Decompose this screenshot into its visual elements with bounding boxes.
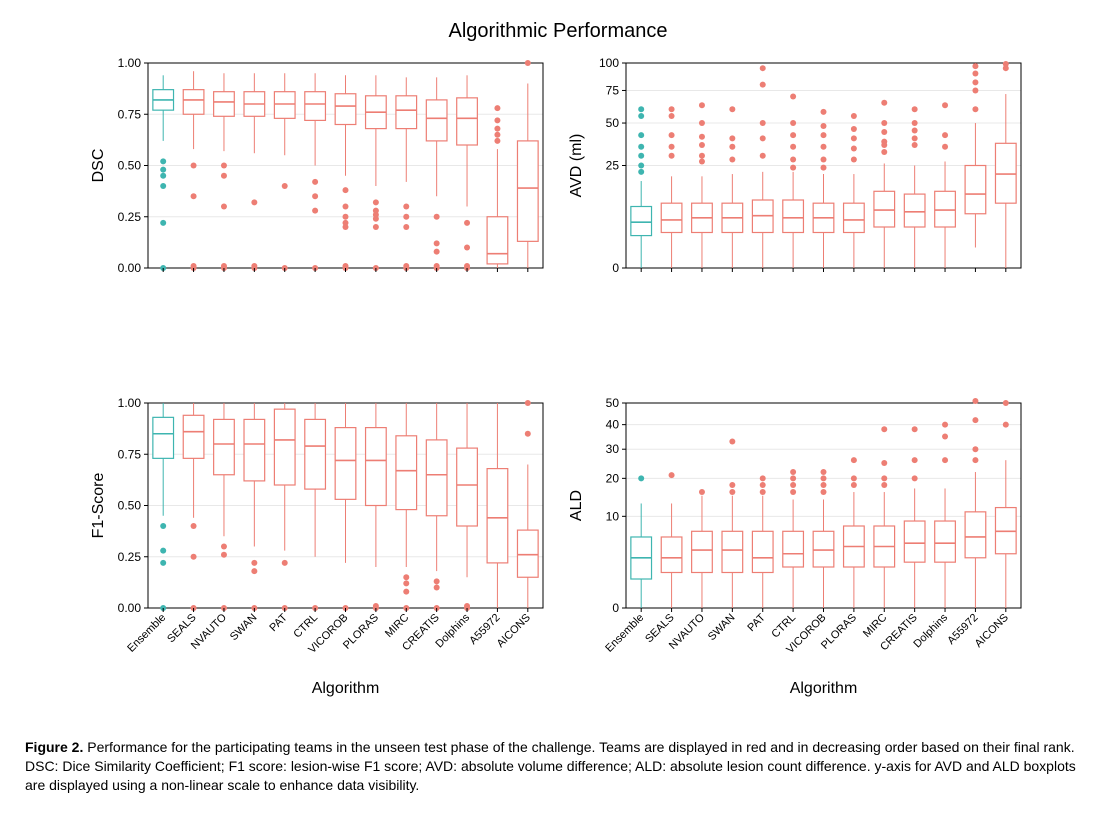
svg-text:100: 100 [598,56,618,70]
panel-dsc: 0.00 0.25 0.50 0.75 1.00 DSC [88,53,551,378]
panel-f1: 0.000.250.500.751.00F1-ScoreEnsembleSEAL… [88,393,551,718]
svg-text:50: 50 [605,116,619,130]
svg-text:0: 0 [612,601,619,615]
svg-text:30: 30 [605,442,619,456]
svg-text:0.25: 0.25 [118,210,142,224]
figure-caption: Figure 2. Performance for the participat… [25,738,1091,795]
svg-text:0.50: 0.50 [118,499,142,513]
svg-text:DSC: DSC [90,149,107,183]
panel-ald: 01020304050ALDEnsembleSEALSNVAUTOSWANPAT… [566,393,1029,718]
svg-text:0.00: 0.00 [118,261,142,275]
svg-text:Dolphins: Dolphins [433,611,472,650]
svg-text:Ensemble: Ensemble [603,612,646,655]
svg-text:0.50: 0.50 [118,159,142,173]
svg-text:SWAN: SWAN [228,612,260,644]
svg-text:20: 20 [605,471,619,485]
panel-avd: 0 25 50 75 100 AVD (ml) [566,53,1029,378]
chart-grid: 0.000.250.500.751.00DSC 0255075100AVD (m… [88,53,1028,718]
svg-text:AICONS: AICONS [495,612,533,650]
svg-text:SWAN: SWAN [705,612,737,644]
svg-text:25: 25 [605,159,619,173]
svg-text:1.00: 1.00 [118,396,142,410]
svg-text:PAT: PAT [745,611,768,634]
svg-text:1.00: 1.00 [118,56,142,70]
page-title: Algorithmic Performance [15,20,1101,43]
svg-text:F1-Score: F1-Score [90,473,107,539]
svg-text:AICONS: AICONS [972,612,1010,650]
svg-text:0.25: 0.25 [118,550,142,564]
caption-text: Performance for the participating teams … [25,739,1076,793]
svg-text:0: 0 [612,261,619,275]
svg-text:Dolphins: Dolphins [911,611,950,650]
svg-text:PAT: PAT [267,611,290,634]
svg-text:ALD: ALD [568,490,585,521]
svg-text:CTRL: CTRL [291,612,320,641]
svg-text:0.00: 0.00 [118,601,142,615]
svg-text:Algorithm: Algorithm [312,680,380,697]
svg-text:10: 10 [605,509,619,523]
svg-text:MIRC: MIRC [383,612,411,640]
svg-text:CTRL: CTRL [769,612,798,641]
svg-text:75: 75 [605,83,619,97]
svg-text:0.75: 0.75 [118,447,142,461]
caption-label: Figure 2. [25,739,83,755]
svg-text:AVD (ml): AVD (ml) [568,134,585,198]
svg-text:50: 50 [605,396,619,410]
svg-text:0.75: 0.75 [118,107,142,121]
svg-text:Algorithm: Algorithm [789,680,857,697]
svg-text:MIRC: MIRC [861,612,889,640]
svg-text:40: 40 [605,418,619,432]
svg-text:Ensemble: Ensemble [125,612,168,655]
